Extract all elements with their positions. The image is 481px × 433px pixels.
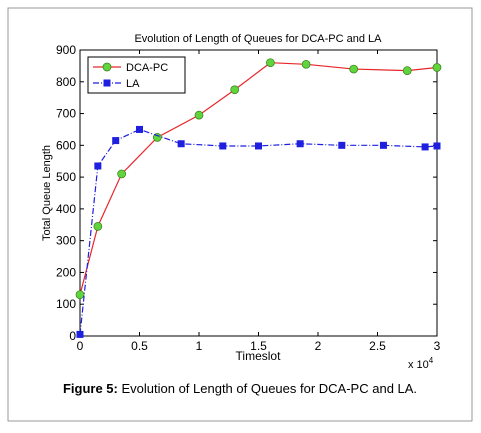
data-point [136, 125, 143, 133]
y-tick-label: 400 [56, 202, 76, 216]
figure-border [7, 7, 473, 422]
chart-title: Evolution of Length of Queues for DCA-PC… [134, 33, 382, 45]
data-point [421, 143, 429, 151]
x-axis-label: Timeslot [236, 349, 282, 363]
x-scale-exponent: 4 [429, 356, 434, 365]
caption-text: Evolution of Length of Queues for DCA-PC… [121, 381, 417, 396]
x-tick-label: 2 [315, 339, 322, 353]
data-point [338, 141, 346, 149]
data-point [266, 58, 275, 68]
x-scale-base: x 10 [408, 359, 429, 371]
x-tick-label: 0 [77, 339, 84, 353]
data-point [94, 162, 102, 170]
data-point [93, 222, 103, 231]
data-point [255, 142, 262, 150]
y-tick-label: 200 [56, 265, 76, 279]
y-tick-label: 0 [69, 329, 76, 343]
legend-label: LA [126, 78, 140, 90]
x-tick-label: 2.5 [369, 339, 386, 353]
data-point [402, 66, 412, 76]
legend-label: DCA-PC [126, 62, 168, 74]
data-point [117, 169, 127, 179]
y-tick-label: 300 [56, 234, 76, 248]
data-point [75, 290, 85, 300]
y-tick-label: 700 [56, 107, 76, 121]
data-point [349, 64, 359, 74]
data-point [177, 140, 185, 148]
data-point [194, 110, 204, 120]
data-point [301, 59, 311, 69]
data-point [296, 140, 304, 148]
x-tick-label: 1 [196, 339, 203, 353]
data-point [112, 137, 120, 145]
legend-marker [103, 79, 111, 87]
y-tick-label: 600 [56, 138, 76, 152]
series-line [79, 128, 438, 335]
x-tick-label: 0.5 [131, 339, 148, 353]
legend-box [87, 56, 186, 94]
caption: Figure 5: Evolution of Length of Queues … [63, 381, 417, 396]
data-point [432, 63, 442, 72]
data-point [433, 142, 441, 150]
data-point [379, 141, 387, 149]
x-tick-label: 1.5 [250, 339, 267, 353]
y-tick-label: 900 [56, 43, 76, 57]
y-tick-label: 500 [56, 170, 76, 184]
legend-marker [102, 62, 112, 72]
x-tick-label: 3 [434, 339, 441, 353]
data-point [219, 142, 227, 150]
x-scale-label: x 104 [408, 356, 434, 371]
data-point [230, 85, 240, 95]
y-tick-label: 100 [56, 297, 76, 311]
y-tick-label: 800 [56, 75, 76, 89]
caption-label: Figure 5: [63, 381, 118, 396]
y-axis-label: Total Queue Length [41, 145, 53, 241]
data-point [76, 330, 84, 338]
